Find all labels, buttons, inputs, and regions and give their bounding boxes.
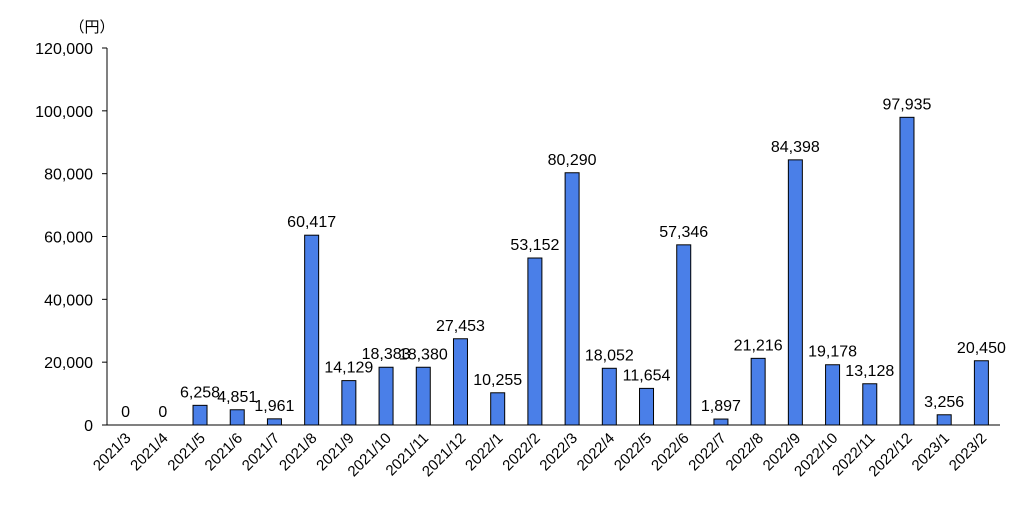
y-tick-label: 100,000 bbox=[35, 104, 93, 121]
data-label: 60,417 bbox=[287, 214, 336, 231]
bar bbox=[973, 360, 989, 426]
x-tick-label: 2022/6 bbox=[648, 430, 692, 474]
y-tick-label: 60,000 bbox=[44, 230, 93, 247]
y-tick-label: 20,000 bbox=[44, 355, 93, 372]
bar bbox=[564, 172, 580, 426]
y-unit-label: （円） bbox=[69, 19, 114, 36]
data-label: 19,178 bbox=[808, 344, 857, 361]
bar bbox=[639, 387, 655, 426]
x-tick-label: 2023/2 bbox=[946, 430, 990, 474]
bar bbox=[601, 367, 617, 426]
bar bbox=[862, 383, 878, 426]
data-label: 13,128 bbox=[845, 363, 894, 380]
data-label: 4,851 bbox=[217, 389, 257, 406]
bar bbox=[750, 357, 766, 426]
data-label: 18,052 bbox=[585, 347, 634, 364]
x-axis: 2021/32021/42021/52021/62021/72021/82021… bbox=[90, 424, 1000, 480]
x-tick-label: 2022/8 bbox=[723, 430, 767, 474]
y-axis: 0 20,000 40,000 60,000 80,000 100,000 120,000 bbox=[35, 41, 108, 435]
bar bbox=[266, 418, 282, 426]
bar bbox=[713, 418, 729, 426]
x-tick-label: 2021/6 bbox=[202, 430, 246, 474]
data-label: 57,346 bbox=[659, 224, 708, 241]
x-tick-label: 2022/7 bbox=[685, 430, 729, 474]
bar bbox=[415, 366, 431, 426]
data-label: 53,152 bbox=[510, 237, 559, 254]
bar bbox=[378, 366, 394, 426]
bar bbox=[936, 414, 952, 426]
bar bbox=[825, 364, 841, 426]
bar bbox=[527, 257, 543, 426]
data-label: 11,654 bbox=[623, 367, 671, 384]
data-label: 18,383 bbox=[362, 346, 411, 363]
data-label: 6,258 bbox=[180, 384, 220, 401]
data-label: 0 bbox=[158, 404, 167, 421]
x-tick-label: 2022/3 bbox=[536, 430, 580, 474]
data-label: 20,450 bbox=[957, 340, 1006, 357]
y-tick-label: 120,000 bbox=[35, 41, 93, 58]
x-tick-label: 2022/4 bbox=[574, 430, 618, 474]
data-label: 10,255 bbox=[473, 372, 522, 389]
x-tick-label: 2022/1 bbox=[462, 430, 506, 474]
data-label: 1,961 bbox=[254, 398, 294, 415]
x-tick-label: 2021/5 bbox=[164, 430, 208, 474]
bar bbox=[452, 338, 468, 426]
x-tick-label: 2021/3 bbox=[90, 430, 134, 474]
x-tick-label: 2022/2 bbox=[499, 430, 543, 474]
data-label: 97,935 bbox=[883, 96, 932, 113]
y-tick-label: 40,000 bbox=[44, 292, 93, 309]
bar bbox=[490, 392, 506, 426]
bar bbox=[676, 244, 692, 426]
data-label: 80,290 bbox=[548, 152, 597, 169]
bar bbox=[899, 116, 915, 426]
x-tick-label: 2023/1 bbox=[909, 430, 953, 474]
y-tick-label: 80,000 bbox=[44, 167, 93, 184]
bar bbox=[192, 404, 208, 426]
data-label: 14,129 bbox=[324, 360, 373, 377]
bar bbox=[229, 409, 245, 426]
data-label: 84,398 bbox=[771, 139, 820, 156]
x-tick-label: 2021/8 bbox=[276, 430, 320, 474]
data-label: 18,380 bbox=[399, 346, 448, 363]
bar bbox=[787, 159, 803, 426]
data-label: 27,453 bbox=[436, 318, 485, 335]
data-label: 3,256 bbox=[924, 394, 964, 411]
y-tick-label: 0 bbox=[84, 418, 93, 435]
bar bbox=[304, 234, 320, 426]
data-label: 0 bbox=[121, 404, 130, 421]
x-tick-label: 2021/4 bbox=[127, 430, 171, 474]
bar bbox=[341, 380, 357, 426]
x-tick-label: 2022/5 bbox=[611, 430, 655, 474]
data-label: 1,897 bbox=[701, 398, 741, 415]
data-label: 21,216 bbox=[734, 337, 783, 354]
x-tick-label: 2021/7 bbox=[239, 430, 283, 474]
